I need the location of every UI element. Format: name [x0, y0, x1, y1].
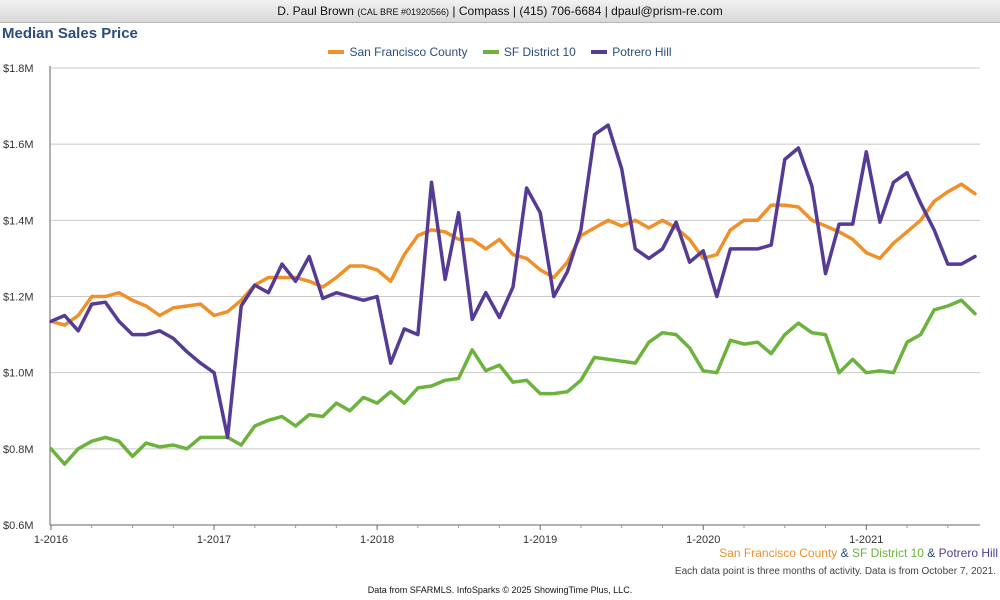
series-line-sf-county	[49, 182, 977, 327]
legend-item-potrero[interactable]: Potrero Hill	[591, 45, 672, 59]
caption-potrero: Potrero Hill	[938, 546, 998, 560]
y-tick-label: $1.2M	[3, 292, 34, 304]
x-tick-label: 1-2020	[686, 534, 720, 546]
y-tick-label: $1.8M	[3, 63, 34, 75]
legend-swatch-district10	[482, 49, 499, 54]
x-tick-label: 1-2017	[197, 534, 231, 546]
legend-swatch-potrero	[591, 49, 608, 54]
legend-swatch-sf-county	[328, 49, 345, 54]
x-tick-label: 1-2019	[523, 534, 557, 546]
footer-credit: Data from SFARMLS. InfoSparks © 2025 Sho…	[367, 585, 633, 595]
y-tick-label: $1.0M	[3, 368, 34, 380]
series-line-potrero	[49, 123, 977, 440]
legend-label-sf-county: San Francisco County	[349, 45, 468, 59]
agent-name: D. Paul Brown	[277, 4, 354, 18]
x-tick-label: 1-2016	[34, 534, 68, 546]
series-line-district10	[49, 298, 977, 466]
legend-item-district10[interactable]: SF District 10	[482, 45, 576, 59]
data-note: Each data point is three months of activ…	[674, 566, 996, 577]
y-tick-label: $0.6M	[3, 520, 34, 532]
caption-amp-1: &	[837, 546, 852, 560]
caption-sf-county: San Francisco County	[719, 546, 838, 560]
y-tick-label: $1.4M	[3, 215, 34, 227]
contact-info: | Compass | (415) 706-6684 | dpaul@prism…	[452, 4, 723, 18]
license-number: (CAL BRE #01920566)	[357, 7, 450, 17]
line-chart: $0.6M $0.8M $1.0M $1.2M $1.4M $1.6M $1.8M 1-201…	[3, 63, 980, 546]
x-tick-label: 1-2021	[849, 534, 883, 546]
y-tick-label: $1.6M	[3, 139, 34, 151]
caption-amp-2: &	[923, 546, 939, 560]
legend-label-potrero: Potrero Hill	[612, 45, 672, 59]
y-tick-label: $0.8M	[3, 444, 34, 456]
chart-legend: San Francisco County SF District 10 Potr…	[0, 45, 1000, 59]
caption-district10: SF District 10	[851, 546, 924, 560]
series-caption: San Francisco County & SF District 10 & …	[719, 546, 998, 560]
legend-item-sf-county[interactable]: San Francisco County	[328, 45, 468, 59]
chart-title: Median Sales Price	[2, 25, 138, 42]
x-tick-label: 1-2018	[360, 534, 394, 546]
legend-label-district10: SF District 10	[503, 45, 576, 59]
header-bar: D. Paul Brown (CAL BRE #01920566) | Comp…	[0, 0, 1000, 23]
